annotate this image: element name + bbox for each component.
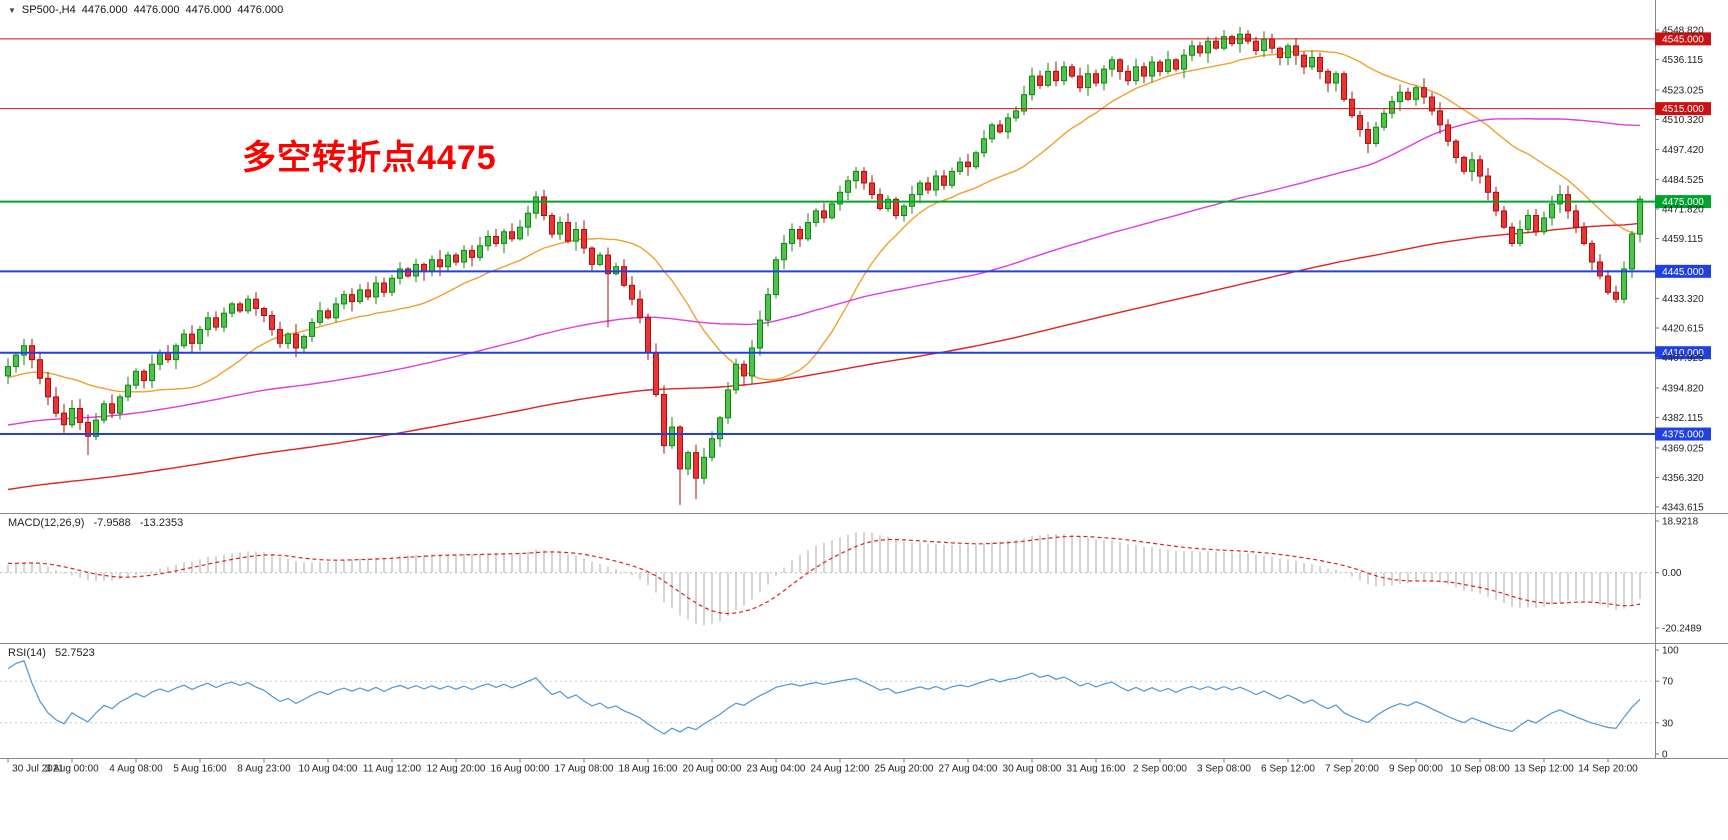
svg-text:12 Aug 20:00: 12 Aug 20:00 (427, 764, 486, 775)
svg-text:2 Sep 00:00: 2 Sep 00:00 (1133, 764, 1187, 775)
rsi-title-text: RSI(14) (8, 647, 46, 659)
svg-text:17 Aug 08:00: 17 Aug 08:00 (555, 764, 614, 775)
svg-text:3 Aug 00:00: 3 Aug 00:00 (45, 764, 99, 775)
ohlc-open-value: 4476.000 (81, 4, 128, 16)
svg-text:4510.320: 4510.320 (1662, 115, 1704, 126)
macd-panel (0, 531, 1655, 626)
price-badge (1655, 346, 1711, 360)
svg-text:4459.115: 4459.115 (1662, 234, 1703, 245)
svg-text:4394.820: 4394.820 (1662, 383, 1704, 394)
ohlc-close-value: 4476.000 (237, 4, 284, 16)
svg-text:30 Aug 08:00: 30 Aug 08:00 (1003, 764, 1062, 775)
rsi-line (7, 660, 1641, 735)
svg-text:4 Aug 08:00: 4 Aug 08:00 (109, 764, 163, 775)
symbol-dropdown-icon[interactable]: ▼ (8, 5, 16, 15)
macd-indicator-label: MACD(12,26,9) -7.9588 -13.2353 (8, 517, 189, 529)
svg-text:4523.025: 4523.025 (1662, 85, 1704, 96)
svg-text:23 Aug 04:00: 23 Aug 04:00 (747, 764, 806, 775)
svg-text:30 Jul 2021: 30 Jul 2021 (12, 764, 64, 775)
svg-text:4471.820: 4471.820 (1662, 204, 1704, 215)
svg-text:9 Sep 00:00: 9 Sep 00:00 (1389, 764, 1443, 775)
svg-text:4548.820: 4548.820 (1662, 26, 1704, 37)
svg-text:6 Sep 12:00: 6 Sep 12:00 (1261, 764, 1315, 775)
horizontal-lines-layer (0, 38, 1655, 436)
symbol-header: ▼ SP500-,H4 4476.000 4476.000 4476.000 4… (8, 4, 283, 16)
macd-title-text: MACD(12,26,9) (8, 517, 85, 529)
macd-signal-value: -13.2353 (139, 517, 184, 529)
macd-signal-line (7, 535, 1641, 615)
svg-text:14 Sep 20:00: 14 Sep 20:00 (1578, 764, 1638, 775)
price-badge (1655, 32, 1711, 46)
svg-text:4515.000: 4515.000 (1662, 104, 1704, 115)
svg-text:27 Aug 04:00: 27 Aug 04:00 (939, 764, 998, 775)
svg-text:20 Aug 00:00: 20 Aug 00:00 (683, 764, 742, 775)
svg-text:7 Sep 20:00: 7 Sep 20:00 (1325, 764, 1379, 775)
svg-text:30: 30 (1662, 718, 1674, 729)
svg-text:-20.2489: -20.2489 (1662, 624, 1702, 635)
rsi-panel (0, 660, 1655, 735)
svg-text:4433.320: 4433.320 (1662, 294, 1704, 305)
svg-text:13 Sep 12:00: 13 Sep 12:00 (1514, 764, 1574, 775)
svg-text:18 Aug 16:00: 18 Aug 16:00 (619, 764, 678, 775)
svg-text:4382.115: 4382.115 (1662, 413, 1703, 424)
moving-averages-layer (7, 50, 1641, 491)
rsi-indicator-label: RSI(14) 52.7523 (8, 647, 101, 659)
svg-text:4410.000: 4410.000 (1662, 348, 1704, 359)
svg-text:5 Aug 16:00: 5 Aug 16:00 (173, 764, 227, 775)
svg-text:4420.615: 4420.615 (1662, 324, 1704, 335)
panel-dividers (0, 0, 1728, 759)
svg-text:0: 0 (1662, 750, 1668, 761)
svg-text:70: 70 (1662, 677, 1674, 688)
svg-text:3 Sep 08:00: 3 Sep 08:00 (1197, 764, 1251, 775)
svg-text:18.9218: 18.9218 (1662, 517, 1699, 528)
price-badge (1655, 195, 1711, 209)
svg-text:4375.000: 4375.000 (1662, 430, 1704, 441)
svg-text:4545.000: 4545.000 (1662, 34, 1704, 45)
svg-text:10 Sep 08:00: 10 Sep 08:00 (1450, 764, 1510, 775)
svg-text:4356.320: 4356.320 (1662, 473, 1704, 484)
svg-text:4536.115: 4536.115 (1662, 55, 1703, 66)
price-badge (1655, 102, 1711, 116)
svg-text:24 Aug 12:00: 24 Aug 12:00 (811, 764, 870, 775)
svg-text:25 Aug 20:00: 25 Aug 20:00 (875, 764, 934, 775)
macd-main-value: -7.9588 (93, 517, 131, 529)
ma-90-line (7, 117, 1641, 426)
svg-text:31 Aug 16:00: 31 Aug 16:00 (1067, 764, 1126, 775)
ohlc-high-value: 4476.000 (133, 4, 180, 16)
ohlc-low-value: 4476.000 (185, 4, 232, 16)
svg-text:4484.525: 4484.525 (1662, 175, 1704, 186)
svg-text:10 Aug 04:00: 10 Aug 04:00 (299, 764, 358, 775)
svg-text:11 Aug 12:00: 11 Aug 12:00 (363, 764, 422, 775)
svg-text:0.00: 0.00 (1662, 568, 1682, 579)
svg-text:4369.025: 4369.025 (1662, 443, 1704, 454)
price-badge (1655, 264, 1711, 278)
svg-text:4407.925: 4407.925 (1662, 353, 1704, 364)
svg-text:4475.000: 4475.000 (1662, 197, 1704, 208)
svg-text:16 Aug 00:00: 16 Aug 00:00 (491, 764, 550, 775)
price-axis[interactable]: 4545.000 4515.000 4475.000 4445.000 4410.000… (1655, 26, 1711, 761)
ma-200-line (7, 222, 1641, 491)
pivot-annotation: 多空转折点4475 (242, 139, 497, 177)
svg-text:100: 100 (1662, 646, 1679, 657)
rsi-value: 52.7523 (54, 647, 95, 659)
price-badge (1655, 427, 1711, 441)
symbol-period-label: SP500-,H4 (21, 4, 76, 16)
svg-text:8 Aug 23:00: 8 Aug 23:00 (237, 764, 291, 775)
svg-text:4445.000: 4445.000 (1662, 267, 1704, 278)
svg-text:4497.420: 4497.420 (1662, 145, 1704, 156)
svg-text:4343.615: 4343.615 (1662, 503, 1704, 514)
